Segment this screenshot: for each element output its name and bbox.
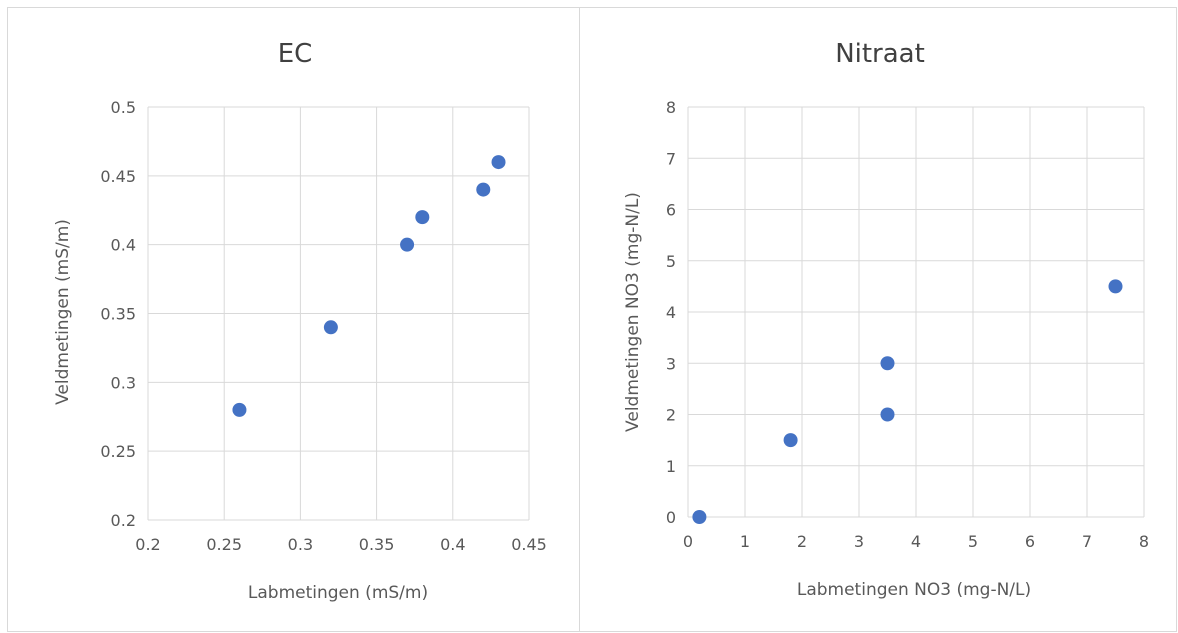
ec-y-tick-label: 0.35 [100,305,136,324]
nitraat-chart-title: Nitraat [835,39,925,69]
nitraat-x-tick-label: 3 [854,532,864,551]
ec-plot-area: 0.2 0.25 0.3 0.35 0.4 0.45 0.2 0.25 0.3 0.35 0.4 0.… [100,98,546,554]
nitraat-y-tick-label: 0 [666,508,676,527]
ec-y-tick-label: 0.3 [111,373,136,392]
nitraat-y-tick-label: 4 [666,303,676,322]
ec-data-point [232,402,247,417]
ec-chart-title: EC [278,39,313,69]
nitraat-data-point [880,407,895,422]
ec-chart-frame [7,7,580,632]
nitraat-data-point [1108,279,1123,294]
nitraat-x-axis-label: Labmetingen NO3 (mg-N/L) [797,580,1031,600]
ec-data-point [491,155,506,170]
ec-x-tick-label: 0.2 [135,535,160,554]
nitraat-plot-area: 0 1 2 3 4 5 6 7 8 0 1 2 3 4 5 6 7 8 [666,98,1149,551]
nitraat-y-tick-label: 7 [666,149,676,168]
nitraat-x-tick-label: 6 [1025,532,1035,551]
nitraat-data-point [783,433,798,448]
nitraat-y-tick-label: 3 [666,354,676,373]
ec-data-point [400,237,415,252]
ec-x-axis-label: Labmetingen (mS/m) [248,583,428,603]
ec-x-tick-label: 0.45 [511,535,547,554]
nitraat-x-tick-label: 8 [1139,532,1149,551]
nitraat-y-tick-label: 8 [666,98,676,117]
ec-x-tick-label: 0.3 [288,535,313,554]
nitraat-data-point [880,356,895,371]
nitraat-x-tick-label: 7 [1082,532,1092,551]
ec-data-point [415,210,430,225]
nitraat-y-axis-label: Veldmetingen NO3 (mg-N/L) [623,192,643,432]
ec-y-tick-label: 0.4 [111,236,136,255]
nitraat-x-tick-label: 2 [797,532,807,551]
nitraat-x-tick-label: 4 [911,532,921,551]
nitraat-y-tick-label: 2 [666,406,676,425]
nitraat-x-tick-label: 5 [968,532,978,551]
ec-data-point [323,320,338,335]
nitraat-y-tick-label: 6 [666,201,676,220]
nitraat-x-tick-label: 0 [683,532,693,551]
ec-y-tick-label: 0.5 [111,98,136,117]
ec-x-tick-label: 0.4 [440,535,465,554]
nitraat-y-tick-label: 5 [666,252,676,271]
nitraat-y-tick-label: 1 [666,457,676,476]
nitraat-data-point [692,510,707,524]
ec-x-tick-label: 0.25 [206,535,242,554]
ec-data-point [476,182,491,197]
ec-y-tick-label: 0.25 [100,442,136,461]
nitraat-chart-frame [579,7,1177,632]
ec-x-tick-label: 0.35 [359,535,395,554]
ec-y-axis-label: Veldmetingen (mS/m) [53,219,73,405]
nitraat-x-tick-label: 1 [740,532,750,551]
ec-y-tick-label: 0.45 [100,167,136,186]
ec-y-tick-label: 0.2 [111,511,136,530]
